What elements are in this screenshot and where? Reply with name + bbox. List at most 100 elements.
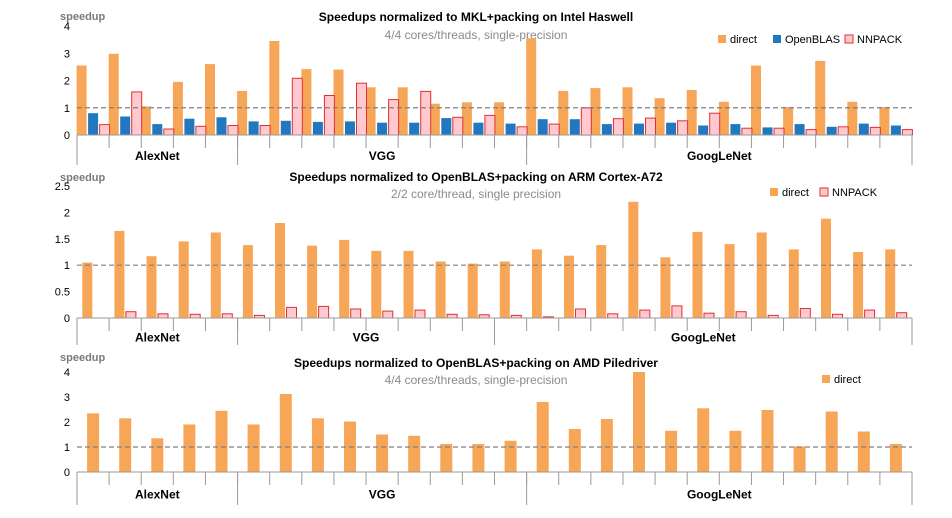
y-tick-label: 3 [64,392,70,404]
legend-swatch-direct [822,375,830,383]
bar-openblas [216,117,227,135]
bar-direct [275,223,285,318]
bar-openblas [248,121,259,135]
bar-openblas [762,127,773,135]
chart-title: Speedups normalized to OpenBLAS+packing … [294,356,658,370]
bar-direct [151,438,164,473]
legend-swatch-nnpack [844,34,854,44]
y-tick-label: 0.5 [55,287,70,299]
group-label: GoogLeNet [687,488,752,502]
bar-direct [788,249,799,318]
bar-direct [408,435,421,473]
bar-nnpack [189,313,201,319]
bar-nnpack [318,305,330,319]
bar-direct [504,440,517,473]
bar-direct [628,201,639,318]
bar-openblas [858,123,869,135]
group-label: AlexNet [135,331,180,345]
bar-direct [879,107,890,135]
bar-direct [242,245,253,318]
bar-direct [499,261,510,318]
bar-direct [531,249,542,318]
bar-nnpack [741,127,753,136]
bar-nnpack [901,129,913,136]
bar-direct [494,102,505,135]
bar-nnpack [350,308,362,319]
bar-nnpack [735,311,747,319]
bar-nnpack [259,125,271,136]
bar-openblas [505,123,516,135]
bar-nnpack [414,309,426,319]
bar-openblas [152,124,163,135]
group-label: GoogLeNet [687,149,752,163]
legend: direct [822,374,861,386]
bar-nnpack [864,309,876,319]
legend-label-openblas: OpenBLAS [785,34,840,46]
chart-title: Speedups normalized to MKL+packing on In… [319,10,633,24]
group-label: GoogLeNet [671,331,736,345]
chart-subtitle: 4/4 cores/threads, single-precision [385,28,568,42]
bar-direct [622,87,633,135]
bar-nnpack [323,95,335,136]
y-tick-label: 2 [64,417,70,429]
group-label: AlexNet [135,149,180,163]
bar-direct [857,431,870,472]
y-tick-label: 2.5 [55,181,70,193]
bar-nnpack [125,311,137,319]
bar-direct [660,257,671,318]
bar-direct [885,249,896,318]
bar-nnpack [291,77,303,136]
y-tick-label: 2 [64,207,70,219]
bar-nnpack [805,129,817,136]
bar-direct [371,250,382,318]
chart-panel-1: Speedups normalized to MKL+packing on In… [60,10,913,165]
bar-nnpack [548,123,560,136]
legend-label-nnpack: NNPACK [832,187,878,199]
bar-nnpack [645,117,656,136]
legend-swatch-nnpack [819,187,829,197]
bar-direct [793,446,806,472]
bar-direct [429,103,440,135]
bar-direct [558,90,569,135]
bar-direct [761,410,774,472]
bar-nnpack [227,125,239,136]
bar-openblas [120,116,131,135]
legend-label-direct: direct [730,34,757,46]
legend: direct NNPACK [770,187,878,199]
bar-direct [247,424,260,472]
bar-direct [590,88,601,135]
legend-label-direct: direct [782,187,809,199]
bar-nnpack [703,312,715,319]
bar-nnpack [677,120,689,136]
bar-direct [172,81,183,135]
bar-direct [756,232,767,318]
bar-direct [729,430,742,473]
bar-direct [686,90,697,135]
bar-direct [461,102,472,135]
bar-direct [269,41,280,135]
bar-direct [339,239,350,318]
bar-direct [472,444,485,472]
chart-panel-2: Speedups normalized to OpenBLAS+packing … [55,170,913,345]
legend-swatch-direct [770,188,778,196]
bar-openblas [184,118,195,135]
bar-direct [724,244,735,318]
bar-openblas [312,121,323,135]
bar-nnpack [446,313,458,319]
bar-direct [435,261,446,318]
bar-nnpack [612,118,624,136]
bar-direct [600,419,613,472]
bar-nnpack [773,127,785,136]
bar-openblas [441,118,452,135]
bar-direct [665,430,678,473]
bar-openblas [569,119,580,135]
y-axis-label: speedup [60,172,106,184]
bar-nnpack [709,112,721,136]
group-label: VGG [353,331,380,345]
bar-nnpack [484,114,496,136]
bar-openblas [826,126,837,135]
bar-openblas [537,119,548,135]
y-tick-label: 1 [64,442,70,454]
bar-direct [697,408,710,473]
bar-direct [301,69,312,135]
